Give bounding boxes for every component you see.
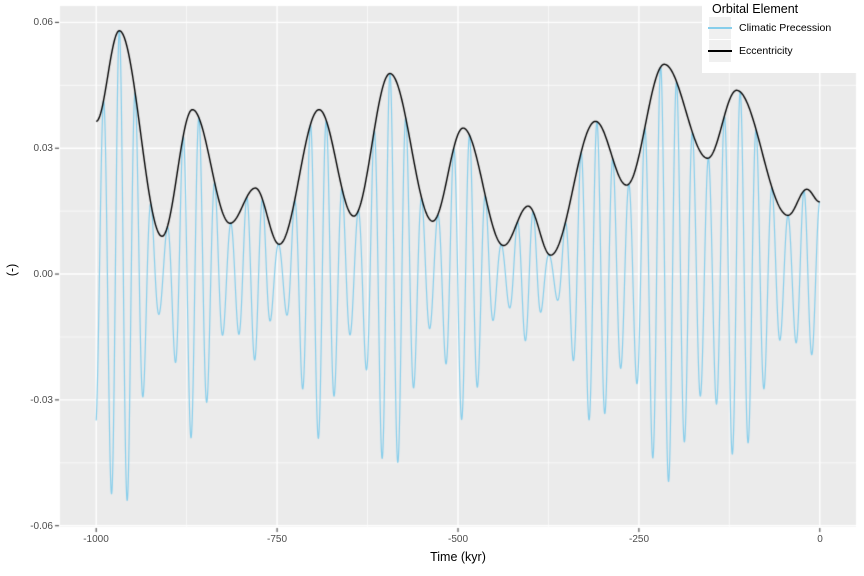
- x-tick-label: -250: [628, 534, 649, 545]
- legend-key: [708, 40, 732, 62]
- line-sample-icon: [708, 27, 732, 29]
- legend-item-label: Climatic Precession: [739, 22, 832, 34]
- y-tick-label: 0.00: [33, 269, 53, 280]
- legend-item-eccentricity: Eccentricity: [708, 40, 857, 62]
- line-sample-icon: [708, 50, 732, 52]
- x-tick-label: -750: [266, 534, 287, 545]
- y-axis-title: (-): [1, 253, 23, 289]
- legend: Orbital Element Climatic Precession Ecce…: [702, 0, 857, 73]
- x-tick-label: -500: [447, 534, 468, 545]
- y-tick-label: -0.06: [30, 521, 53, 532]
- y-tick-label: -0.03: [30, 395, 53, 406]
- legend-title: Orbital Element: [712, 2, 799, 16]
- y-axis-title-text: (-): [5, 263, 19, 277]
- y-tick-label: 0.06: [33, 17, 53, 28]
- x-axis-title: Time (kyr): [430, 550, 486, 564]
- legend-item-climatic-precession: Climatic Precession: [708, 17, 857, 39]
- legend-item-label: Eccentricity: [739, 45, 793, 57]
- y-tick-label: 0.03: [33, 143, 53, 154]
- x-tick-label: -1000: [83, 534, 109, 545]
- legend-key: [708, 17, 732, 39]
- x-tick-label: 0: [817, 534, 823, 545]
